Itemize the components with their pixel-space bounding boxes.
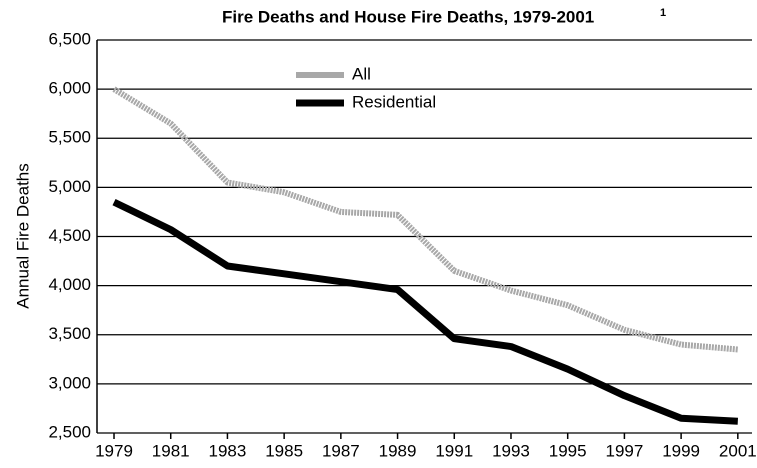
x-tick-label: 1985 (265, 441, 303, 460)
x-tick-label: 1995 (549, 441, 587, 460)
y-tick-label: 3,500 (48, 324, 91, 343)
legend-label: Residential (352, 92, 436, 111)
x-tick-label: 1991 (435, 441, 473, 460)
x-tick-label: 1999 (662, 441, 700, 460)
chart-title: Fire Deaths and House Fire Deaths, 1979-… (222, 7, 594, 26)
series-line (112, 86, 739, 353)
y-tick-label: 6,500 (48, 29, 91, 48)
x-tick-label: 1989 (379, 441, 417, 460)
y-tick-label: 3,000 (48, 373, 91, 392)
x-tick-label: 1981 (152, 441, 190, 460)
y-tick-label: 5,000 (48, 177, 91, 196)
x-tick-label: 1997 (605, 441, 643, 460)
x-tick-label: 2001 (719, 441, 757, 460)
x-tick-label: 1987 (322, 441, 360, 460)
legend-label: All (352, 64, 371, 83)
x-tick-label: 1993 (492, 441, 530, 460)
y-tick-label: 6,000 (48, 79, 91, 98)
title-superscript: 1 (660, 7, 666, 19)
y-axis-label: Annual Fire Deaths (13, 163, 32, 309)
x-tick-label: 1979 (95, 441, 133, 460)
y-tick-label: 4,000 (48, 275, 91, 294)
y-tick-label: 2,500 (48, 422, 91, 441)
x-tick-label: 1983 (209, 441, 247, 460)
y-tick-label: 4,500 (48, 226, 91, 245)
series-line (112, 198, 739, 425)
y-tick-label: 5,500 (48, 128, 91, 147)
